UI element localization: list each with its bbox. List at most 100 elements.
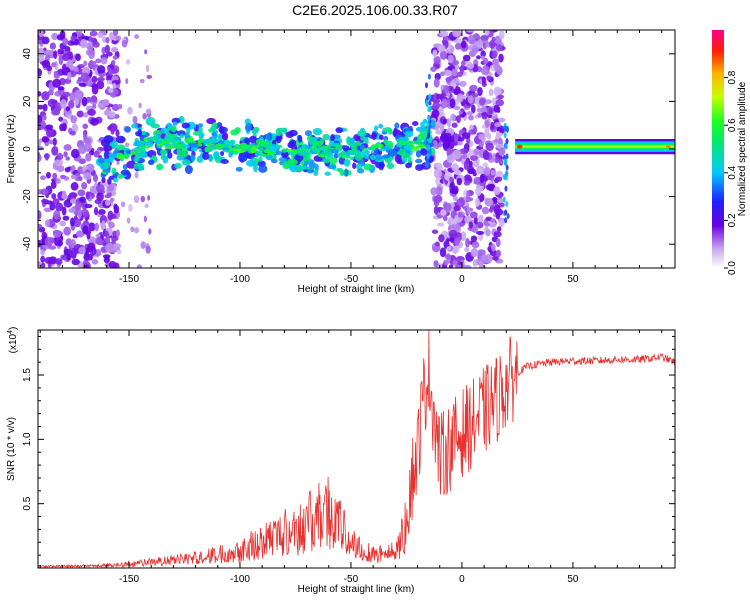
spectrogram-cell <box>394 154 402 163</box>
spectrogram-cell <box>425 99 429 106</box>
spectrogram-cell <box>61 122 67 132</box>
spectrogram-cell <box>297 148 303 154</box>
spectrogram-cell <box>135 131 142 137</box>
spectrogram-cell <box>81 96 88 107</box>
spectrogram-cell <box>52 137 57 146</box>
spectrogram-cell <box>495 44 503 51</box>
spectrogram-cell <box>134 171 139 179</box>
spectrogram-cell <box>178 150 189 158</box>
spectrogram-cell <box>43 207 52 213</box>
spectrogram-cell <box>219 151 225 157</box>
spectrogram-cell <box>454 169 462 176</box>
spectrogram-cell <box>83 112 89 118</box>
spectrogram-cell <box>66 253 71 261</box>
spectrogram-cell <box>430 66 437 72</box>
spectrogram-cell <box>145 116 156 126</box>
spectrogram-cell <box>387 128 393 135</box>
spectrogram-cell <box>482 57 489 65</box>
spectrogram-cell <box>44 219 51 227</box>
spectrogram-cell <box>140 241 146 249</box>
spectrogram-cell <box>496 65 503 76</box>
spectrogram-cell <box>63 248 72 256</box>
spectrogram-cell <box>127 106 133 115</box>
snr-background <box>38 330 675 568</box>
spectrogram-cell <box>82 123 89 130</box>
spectrogram-cell <box>495 99 505 107</box>
spectrogram-cell <box>74 66 79 72</box>
spectrogram-cell <box>139 79 145 84</box>
spectrogram-cell <box>258 147 264 153</box>
spectrogram-cell <box>505 138 509 145</box>
spectrogram-cell <box>40 249 45 256</box>
spectrogram-cell <box>493 138 503 143</box>
spectrogram-cell <box>495 130 501 139</box>
spectrogram-cell <box>70 148 80 159</box>
spectrogram-cell <box>61 190 67 199</box>
spectrogram-cell <box>42 103 48 112</box>
spectrogram-cell <box>427 115 431 122</box>
spectrogram-cell <box>140 195 146 203</box>
spectrogram-cell <box>65 106 71 112</box>
colorbar-gradient <box>712 30 724 268</box>
spectrogram-cell <box>494 156 501 164</box>
spectrogram-cell <box>343 158 351 167</box>
spectrogram-cell <box>471 104 476 114</box>
spectrogram-cell <box>141 130 147 136</box>
spectrogram-y-ticks: -40 -20 0 20 40 <box>22 29 675 269</box>
spectrogram-cell <box>101 220 106 229</box>
spectrogram-cell <box>63 144 72 151</box>
spectrogram-cell <box>495 238 501 248</box>
spectrogram-cell <box>486 132 492 140</box>
spectrogram-cell <box>415 150 422 158</box>
spectrogram-cell <box>52 78 62 88</box>
spectrogram-panel: -150 -100 -50 0 50 -40 -20 0 20 40 Height of str… <box>6 29 676 295</box>
spectrogram-cell <box>474 41 480 47</box>
spectrogram-cell <box>442 118 447 125</box>
colorbar-tick-label: 0.8 <box>727 70 738 84</box>
snr-y-tick-label: 0.5 <box>22 496 33 510</box>
spectrogram-cell <box>479 174 485 184</box>
spectrogram-cell <box>111 167 117 175</box>
spectrogram-cell <box>477 87 483 97</box>
spectrogram-cell <box>290 139 297 147</box>
spectrogram-cell <box>461 153 468 160</box>
spectrogram-cell <box>62 53 70 62</box>
spectrogram-cell <box>443 84 450 94</box>
spectrogram-cell <box>459 64 465 75</box>
spectrogram-cell <box>92 103 97 109</box>
spectrogram-cell <box>92 41 100 48</box>
spectrogram-cell <box>38 114 43 124</box>
spectrogram-cell <box>49 42 56 50</box>
spectrogram-cell <box>476 168 482 175</box>
spectrogram-cell <box>202 152 210 161</box>
spectrogram-cell <box>450 245 460 254</box>
spectrogram-cell <box>275 134 282 144</box>
spectrogram-cell <box>125 59 131 65</box>
spectrogram-cell <box>55 178 61 184</box>
spectrogram-cell <box>85 191 91 200</box>
spectrogram-cell <box>494 121 502 128</box>
spectrogram-cell <box>324 149 332 156</box>
spectrogram-cell <box>433 168 443 179</box>
spectrogram-cell <box>485 120 490 128</box>
spectrogram-cell <box>493 231 502 238</box>
spectrogram-cell <box>115 129 120 137</box>
spectrogram-cell <box>468 129 477 135</box>
spectrogram-cell <box>470 211 478 219</box>
spectrogram-cell <box>349 156 355 161</box>
spectrogram-cell <box>55 202 64 212</box>
spectrogram-cell <box>204 146 210 153</box>
spectrogram-cell <box>80 38 88 49</box>
spectrogram-cell <box>330 134 336 142</box>
spectrogram-cell <box>88 49 95 60</box>
spectrogram-cell <box>233 143 241 150</box>
spectrogram-cell <box>491 50 498 59</box>
spectrogram-cell <box>363 163 373 171</box>
spectrogram-cell <box>504 125 508 132</box>
spectrogram-cell <box>76 110 84 118</box>
spectrogram-cell <box>399 140 406 146</box>
spectrogram-cell <box>477 249 486 256</box>
snr-y-axis-label: SNR (10 * v/v) <box>6 417 17 481</box>
spectrogram-cell <box>445 76 453 82</box>
